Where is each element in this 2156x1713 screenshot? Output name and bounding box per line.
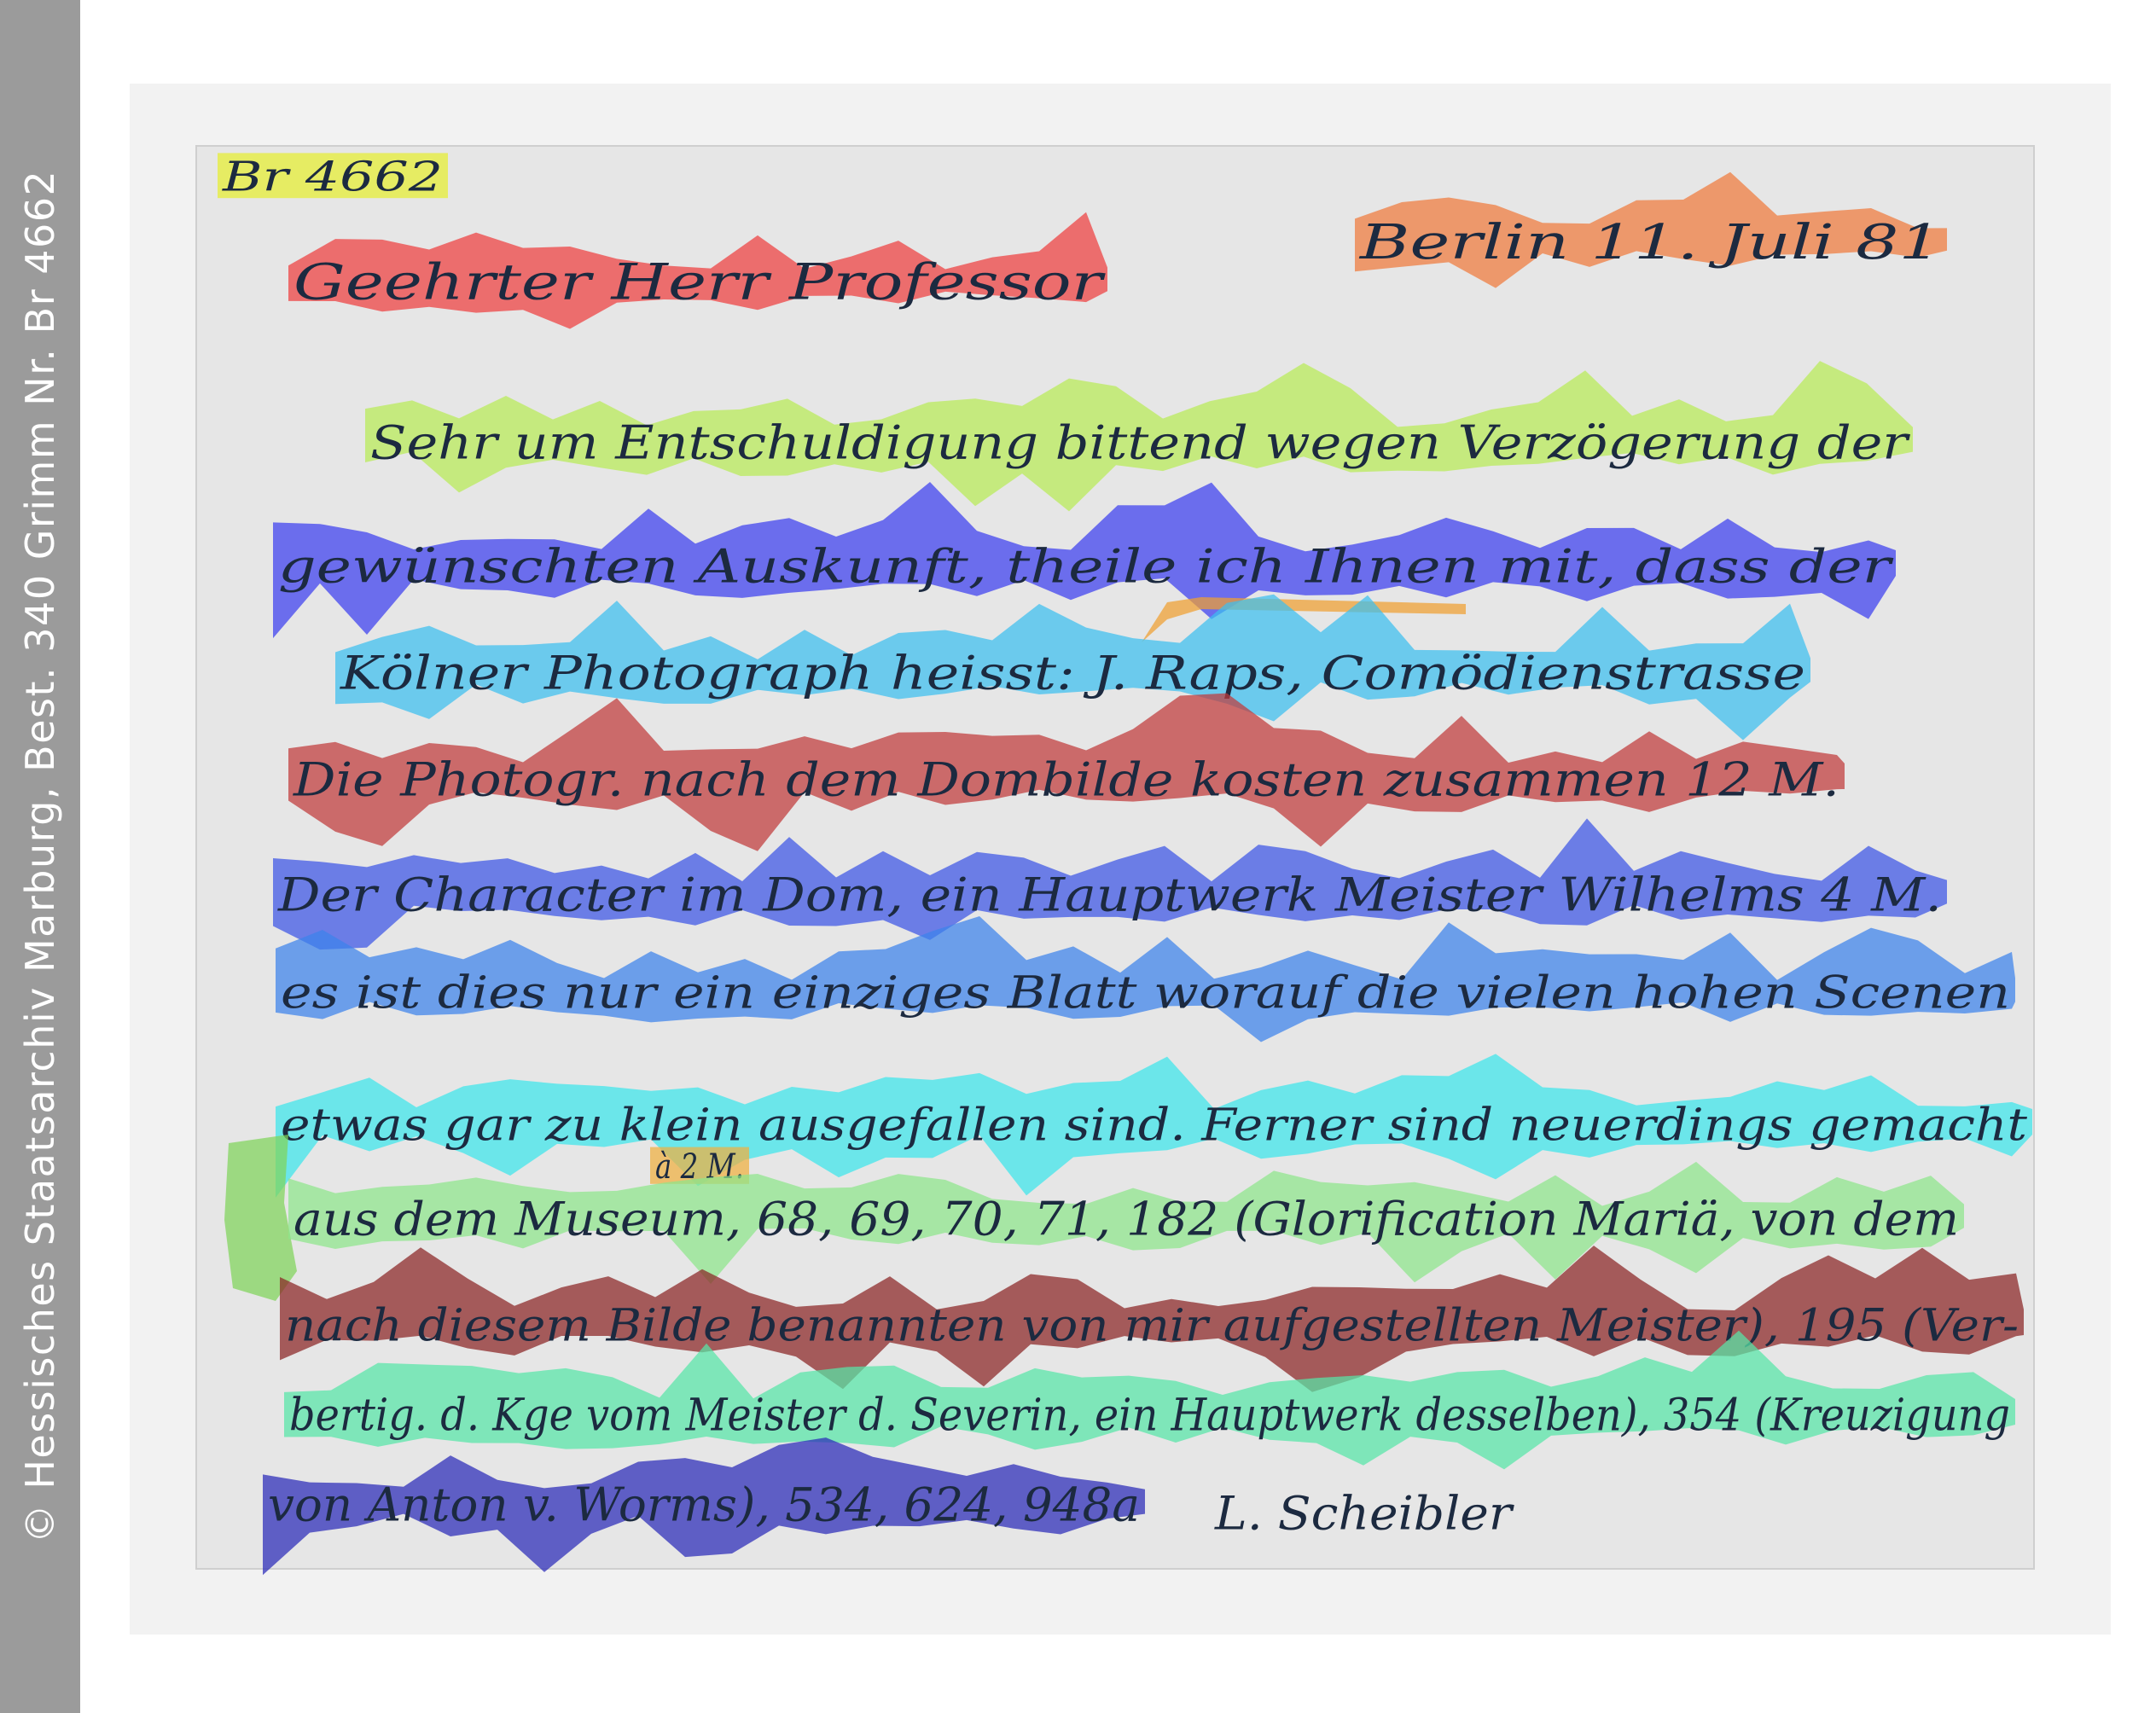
- line-6-highlight: [276, 916, 2015, 1042]
- margin-note-highlight: [224, 1135, 297, 1301]
- region-line-10: bertig. d. Kge vom Meister d. Severin, e…: [284, 1330, 2015, 1470]
- region-salutation: Geehrter Herr Professor: [288, 212, 1107, 329]
- region-line-8: aus dem Museum, 68, 69, 70, 71, 182 (Glo…: [288, 1161, 1964, 1284]
- line-11-highlight: [263, 1437, 1145, 1576]
- line-2-text: gewünschten Auskunft, theile ich Ihnen m…: [278, 539, 1894, 593]
- line-8-text: aus dem Museum, 68, 69, 70, 71, 182 (Glo…: [293, 1192, 1959, 1246]
- region-line-4: Die Photogr. nach dem Dombilde kosten zu…: [288, 693, 1845, 851]
- line-5-text: Der Character im Dom, ein Hauptwerk Meis…: [277, 868, 1942, 921]
- salutation-highlight: [288, 212, 1107, 329]
- region-shelfmark: Br 4662: [218, 153, 448, 200]
- shelfmark-text: Br 4662: [222, 153, 443, 200]
- place-date-highlight: [1355, 171, 1947, 288]
- line-6-text: es ist dies nur ein einziges Blatt worau…: [281, 968, 2010, 1019]
- signature-text: L. Scheibler: [1214, 1486, 1514, 1540]
- region-signature: L. Scheibler: [1214, 1486, 1514, 1540]
- region-line-1: Sehr um Entschuldigung bittend wegen Ver…: [365, 361, 1913, 512]
- region-line-5: Der Character im Dom, ein Hauptwerk Meis…: [273, 818, 1947, 950]
- region-line-7: etwas gar zu klein ausgefallen sind. Fer…: [276, 1054, 2032, 1198]
- salutation-text: Geehrter Herr Professor: [293, 253, 1106, 311]
- line-4-text: Die Photogr. nach dem Dombilde kosten zu…: [293, 752, 1839, 806]
- line-10-highlight: [284, 1330, 2015, 1470]
- region-place-date: Berlin 11. Juli 81: [1355, 171, 1947, 288]
- line-1-text: Sehr um Entschuldigung bittend wegen Ver…: [370, 415, 1911, 469]
- line-3-highlight: [335, 594, 1810, 740]
- line-2-highlight: [273, 482, 1896, 639]
- line-7-text: etwas gar zu klein ausgefallen sind. Fer…: [281, 1100, 2027, 1152]
- line-3-text: Kölner Photograph heisst: J. Raps, Comöd…: [340, 646, 1805, 700]
- region-line-3: Kölner Photograph heisst: J. Raps, Comöd…: [335, 594, 1810, 740]
- region-line-11: von Anton v. Worms), 534, 624, 948a: [263, 1437, 1145, 1576]
- line-1-highlight: [365, 361, 1913, 512]
- region-price-note: à 2 M.: [650, 1147, 749, 1187]
- line-9-text: nach diesem Bilde benannten von mir aufg…: [285, 1301, 2019, 1352]
- region-line-2: gewünschten Auskunft, theile ich Ihnen m…: [273, 482, 1896, 639]
- shelfmark-highlight: [218, 153, 448, 199]
- place-date-text: Berlin 11. Juli 81: [1359, 215, 1942, 270]
- line-5-highlight: [273, 818, 1947, 950]
- line-4-highlight: [288, 693, 1845, 851]
- region-line-6: es ist dies nur ein einziges Blatt worau…: [276, 916, 2015, 1042]
- line-10-text: bertig. d. Kge vom Meister d. Severin, e…: [289, 1391, 2010, 1442]
- archive-sidebar: © Hessisches Staatsarchiv Marburg, Best.…: [0, 0, 80, 1713]
- line-9-highlight: [280, 1246, 2024, 1392]
- line-11-text: von Anton v. Worms), 534, 624, 948a: [268, 1478, 1140, 1531]
- region-margin-note: [224, 1135, 297, 1301]
- line-8-highlight: [288, 1161, 1964, 1284]
